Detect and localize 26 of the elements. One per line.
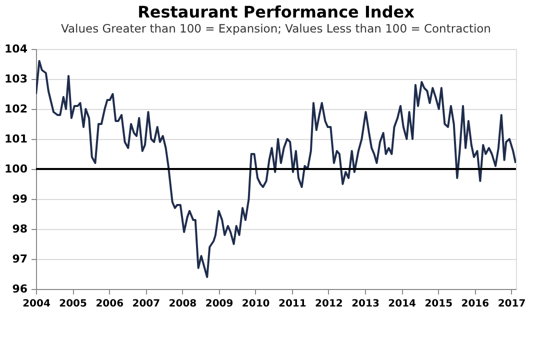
- y-tick-label: 100: [4, 162, 28, 176]
- x-tick-label: 2009: [205, 298, 234, 310]
- x-tick-label: 2016: [461, 298, 490, 310]
- y-tick-label: 99: [12, 192, 28, 206]
- y-tick-label: 98: [12, 222, 28, 236]
- x-tick-label: 2012: [315, 298, 343, 310]
- x-tick-label: 2008: [168, 298, 197, 310]
- y-tick-label: 102: [4, 102, 28, 116]
- x-tick-label: 2004: [22, 298, 50, 310]
- y-tick-label: 97: [12, 252, 28, 266]
- x-tick-label: 2013: [352, 298, 380, 310]
- x-tick-label: 2017: [498, 298, 526, 310]
- chart-title: Restaurant Performance Index: [138, 2, 416, 22]
- x-tick-label: 2006: [96, 298, 124, 310]
- x-tick-label: 2005: [59, 298, 88, 310]
- y-tick-label: 96: [12, 282, 28, 296]
- x-tick-label: 2015: [424, 298, 453, 310]
- x-tick-label: 2007: [132, 298, 160, 310]
- x-tick-label: 2011: [278, 298, 306, 310]
- chart-subtitle: Values Greater than 100 = Expansion; Values Less than 100 = Contraction: [61, 22, 491, 36]
- x-tick-label: 2014: [388, 298, 416, 310]
- y-tick-label: 103: [4, 72, 28, 86]
- x-tick-label: 2010: [242, 298, 270, 310]
- line-series: [36, 60, 516, 278]
- y-tick-label: 101: [4, 132, 28, 146]
- y-tick-label: 104: [4, 42, 28, 56]
